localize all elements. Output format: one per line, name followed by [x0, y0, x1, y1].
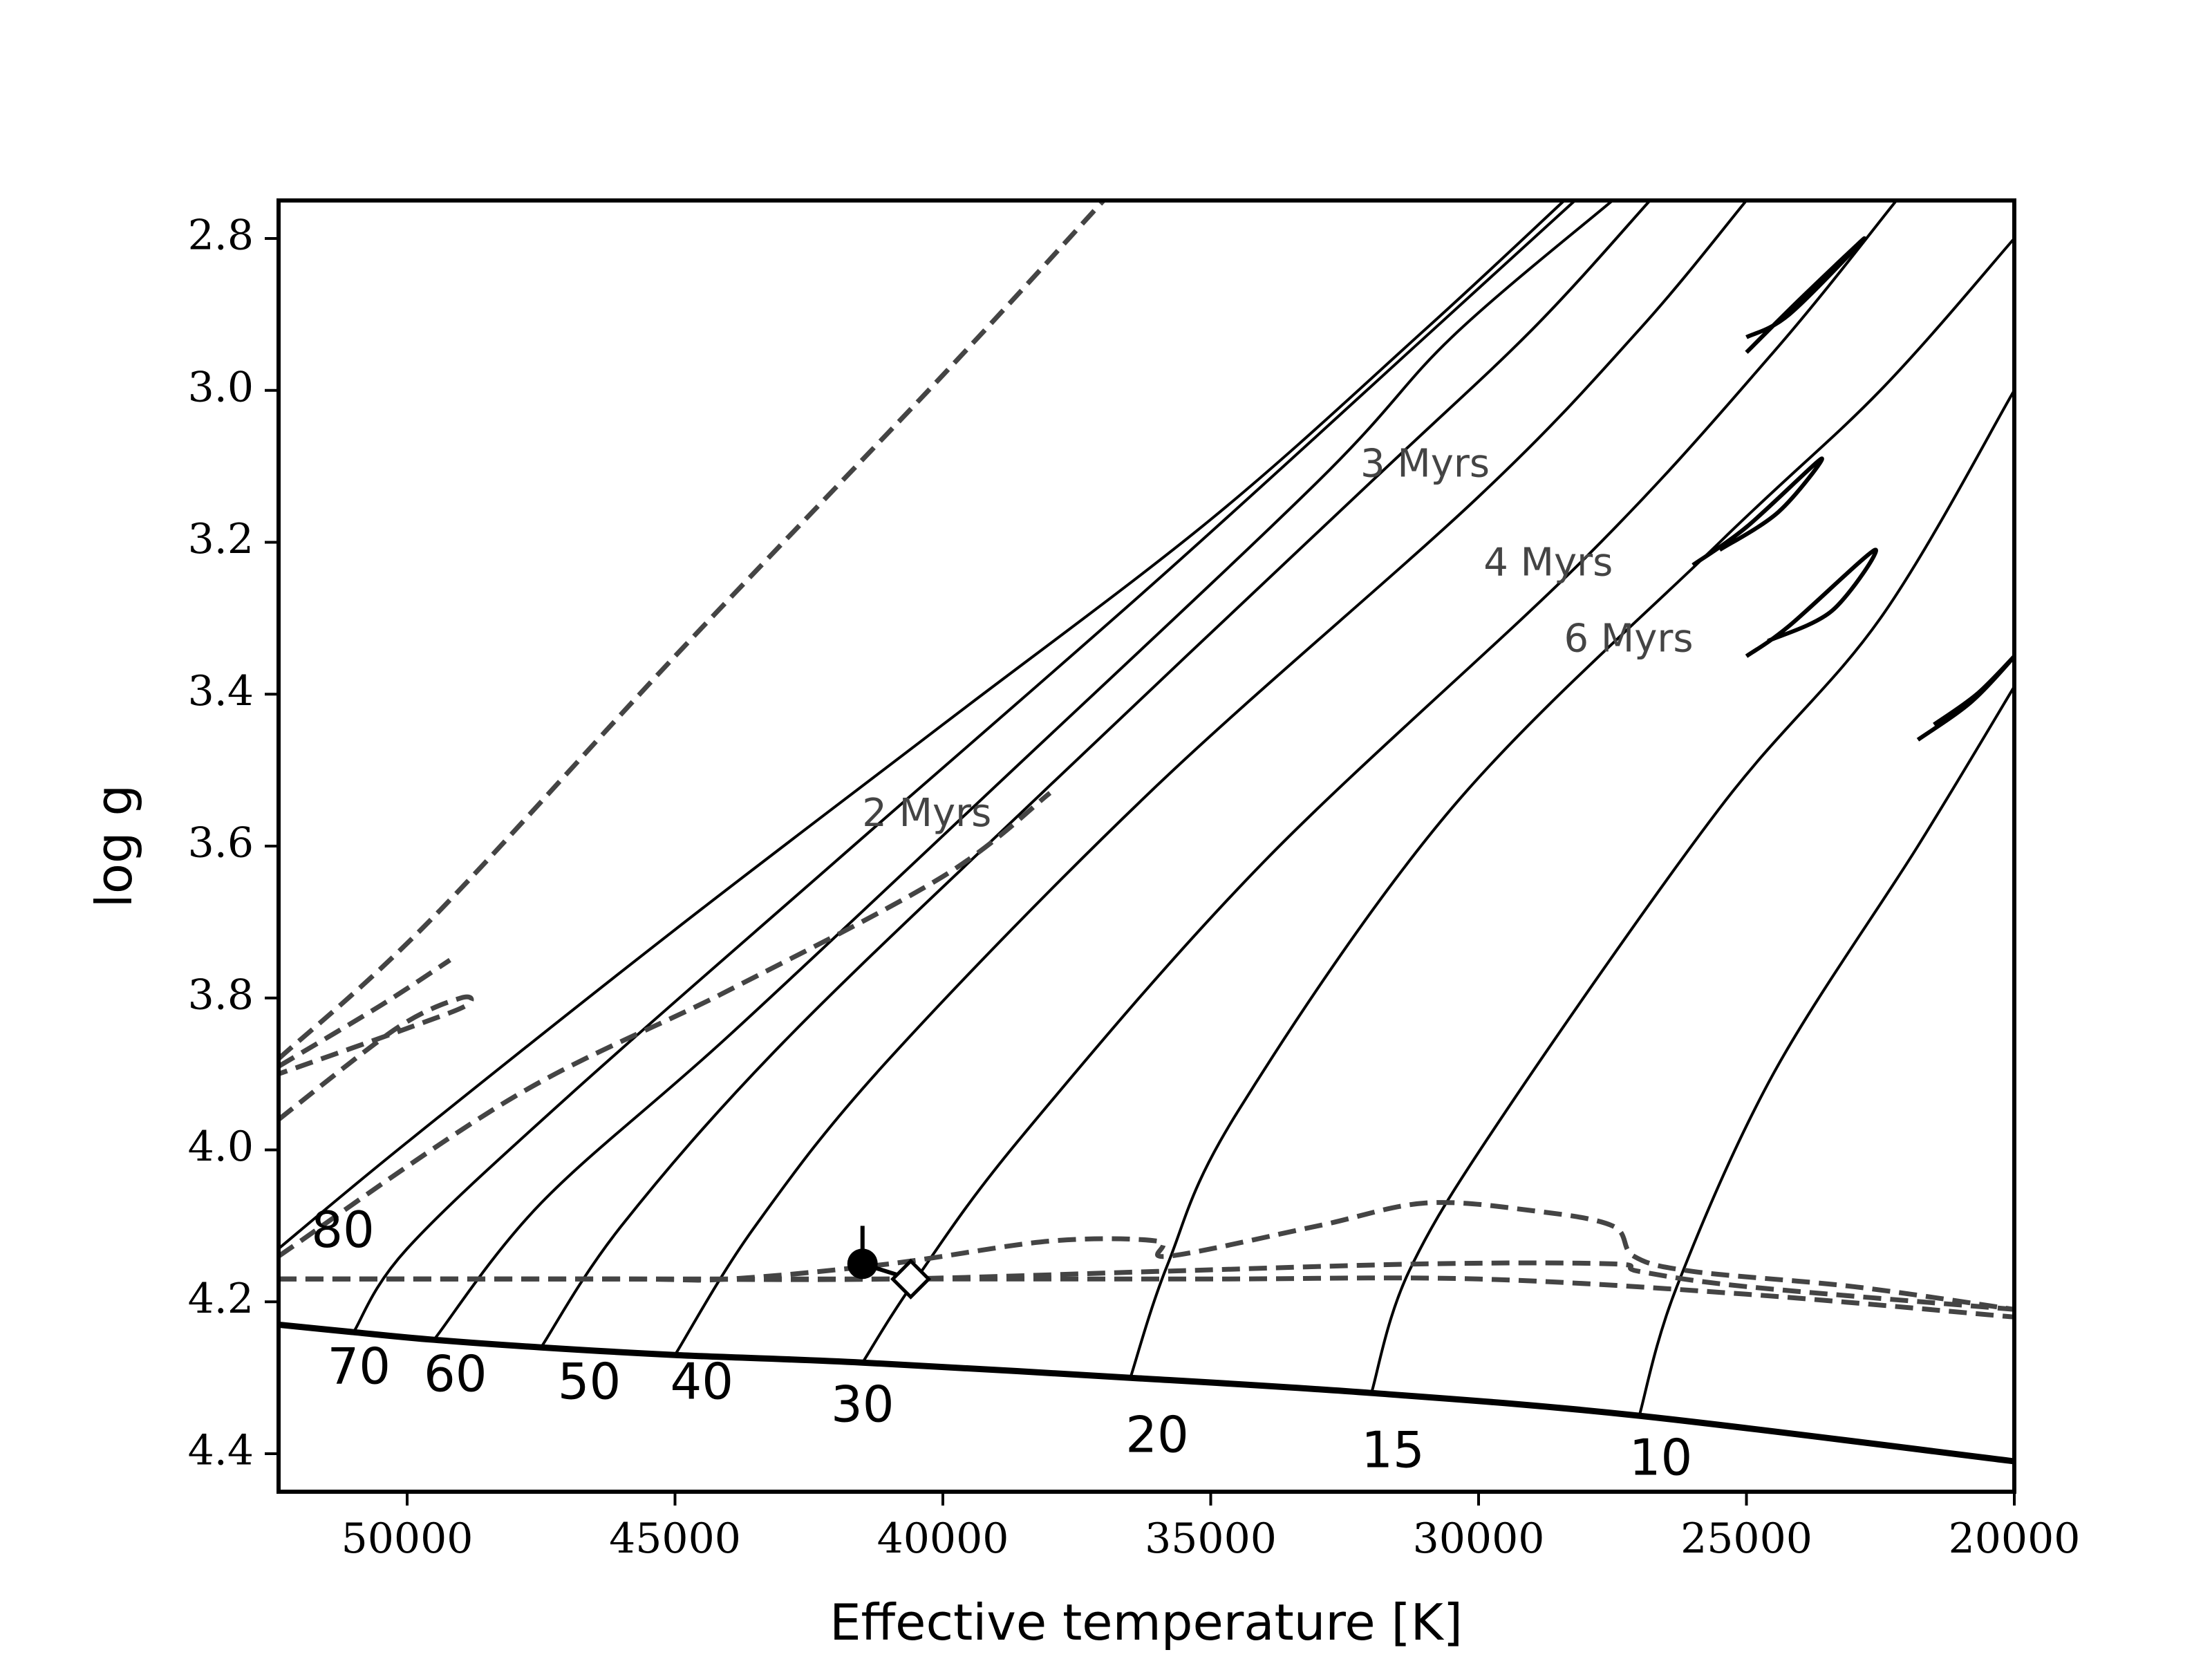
x-tick-label: 45000 [609, 1515, 741, 1563]
isochrone-4-myrs [279, 1260, 2014, 1312]
track-70-msun [352, 200, 1576, 1333]
y-tick-label: 3.8 [188, 971, 254, 1019]
isochrone-dashed-upper [279, 957, 451, 1069]
x-tick-label: 30000 [1413, 1515, 1545, 1563]
isochrone-label-2-myrs: 2 Myrs [862, 791, 991, 836]
track-hook [1691, 456, 1824, 567]
y-tick-label: 3.0 [188, 363, 254, 411]
mass-label-15: 15 [1361, 1421, 1425, 1479]
isochrone-label-4-myrs: 4 Myrs [1483, 541, 1613, 585]
track-20-msun [1129, 237, 2014, 1378]
y-tick-label: 3.6 [188, 819, 254, 868]
mass-label-10: 10 [1629, 1429, 1693, 1487]
mass-label-80: 80 [311, 1201, 375, 1259]
track-hook [1745, 236, 1867, 354]
mass-label-70: 70 [327, 1338, 391, 1396]
y-axis-title: log g [85, 785, 143, 908]
track-30-msun [861, 200, 1898, 1364]
y-tick-label: 4.0 [188, 1123, 254, 1171]
y-tick-label: 4.4 [188, 1427, 254, 1475]
x-tick-label: 40000 [877, 1515, 1009, 1563]
isochrone-6-myrs [279, 1275, 2014, 1320]
mass-label-40: 40 [670, 1353, 733, 1411]
track-40-msun [673, 200, 1748, 1356]
track-50-msun [540, 200, 1651, 1349]
x-tick-label: 25000 [1680, 1515, 1812, 1563]
track-hook [1745, 547, 1878, 658]
plot-frame [276, 198, 2016, 1494]
mass-label-30: 30 [831, 1376, 894, 1434]
isochrone-dashed-upper [279, 200, 1106, 1061]
x-tick-label: 20000 [1949, 1515, 2081, 1563]
track-hook [1916, 654, 2014, 742]
star-marker-filled [847, 1248, 878, 1280]
isochrone-label-6-myrs: 6 Myrs [1564, 616, 1693, 661]
track-15-msun [1370, 389, 2014, 1394]
track-10-msun [1638, 686, 2014, 1416]
mass-label-50: 50 [558, 1353, 621, 1411]
x-tick-label: 35000 [1145, 1515, 1277, 1563]
x-tick-label: 50000 [341, 1515, 474, 1563]
x-axis-title: Effective temperature [K] [830, 1593, 1463, 1651]
y-tick-label: 2.8 [188, 212, 254, 260]
zams-line [279, 1321, 2014, 1465]
isochrone-3-myrs [279, 1200, 2014, 1312]
isochrone-2-myrs [279, 791, 1052, 1259]
mass-label-20: 20 [1125, 1406, 1189, 1464]
track-80-msun [279, 200, 1566, 1250]
y-tick-label: 3.4 [188, 667, 254, 715]
y-tick-label: 3.2 [188, 515, 254, 563]
isochrone-dashed-upper [279, 994, 474, 1122]
y-tick-label: 4.2 [188, 1275, 254, 1323]
star-marker-open-diamond [890, 1258, 932, 1300]
isochrone-label-3-myrs: 3 Myrs [1360, 442, 1490, 487]
track-60-msun [433, 200, 1614, 1341]
mass-label-60: 60 [424, 1345, 487, 1403]
